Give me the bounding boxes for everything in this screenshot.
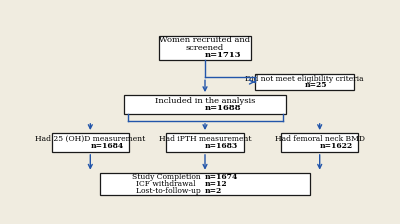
Text: Lost-to-follow-up: Lost-to-follow-up [136, 187, 205, 195]
FancyBboxPatch shape [166, 133, 244, 152]
Text: Had femoral neck BMD: Had femoral neck BMD [275, 135, 365, 143]
Text: n=1622: n=1622 [320, 142, 353, 150]
Text: ICF withdrawal: ICF withdrawal [136, 180, 205, 188]
FancyBboxPatch shape [158, 35, 252, 60]
Text: Study Completion: Study Completion [132, 173, 205, 181]
FancyBboxPatch shape [52, 133, 129, 152]
FancyBboxPatch shape [254, 74, 354, 90]
Text: n=12: n=12 [205, 180, 228, 188]
Text: Had iPTH measurement: Had iPTH measurement [159, 135, 251, 143]
Text: n=1688: n=1688 [205, 104, 242, 112]
Text: Did not meet eligibility criteria: Did not meet eligibility criteria [245, 75, 364, 83]
Text: n=1683: n=1683 [205, 142, 238, 150]
FancyBboxPatch shape [100, 173, 310, 195]
Text: screened: screened [186, 44, 224, 52]
Text: Had 25 (OH)D measurement: Had 25 (OH)D measurement [35, 135, 146, 143]
Text: n=1684: n=1684 [90, 142, 124, 150]
FancyBboxPatch shape [124, 95, 286, 114]
FancyBboxPatch shape [281, 133, 358, 152]
Text: Included in the analysis: Included in the analysis [155, 97, 255, 105]
Text: n=25: n=25 [304, 81, 327, 89]
Text: Women recruited and: Women recruited and [160, 36, 250, 44]
Text: n=2: n=2 [205, 187, 222, 195]
Text: n=1713: n=1713 [205, 51, 242, 59]
Text: n=1674: n=1674 [205, 173, 238, 181]
